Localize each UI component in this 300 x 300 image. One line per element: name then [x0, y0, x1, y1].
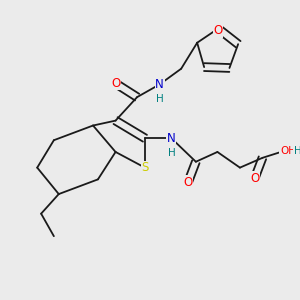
Text: O: O	[250, 172, 259, 185]
Text: O: O	[214, 24, 223, 37]
Text: OH: OH	[280, 146, 296, 156]
Text: S: S	[141, 161, 148, 174]
Text: N: N	[167, 132, 176, 145]
Text: N: N	[155, 78, 164, 91]
Text: O: O	[183, 176, 193, 189]
Text: O: O	[111, 77, 120, 90]
Text: H: H	[294, 146, 300, 156]
Text: H: H	[156, 94, 164, 104]
Text: H: H	[167, 148, 175, 158]
